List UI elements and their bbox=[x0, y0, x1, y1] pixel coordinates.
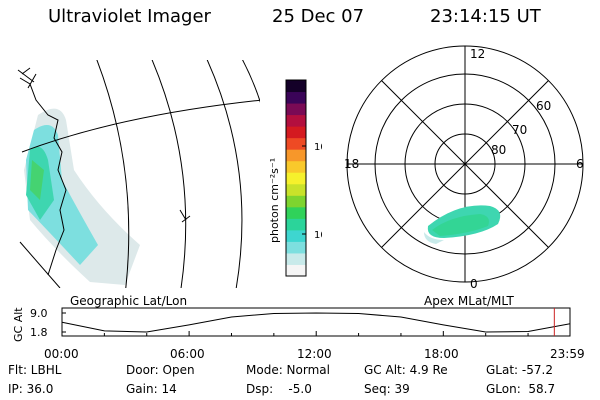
colorbar-swatch bbox=[286, 137, 306, 150]
filter-readout: Flt: LBHL bbox=[8, 363, 62, 377]
mlt-label-18: 18 bbox=[344, 157, 359, 171]
colorbar-tick-10: 10 bbox=[314, 230, 322, 241]
colorbar-swatch bbox=[286, 103, 306, 116]
polar-plot: 12 0 18 6 60 70 80 bbox=[344, 45, 584, 291]
panel-title-geographic: Geographic Lat/Lon bbox=[70, 294, 188, 308]
ip-readout: IP: 36.0 bbox=[8, 382, 54, 396]
time-tick-2359: 23:59 bbox=[550, 347, 585, 361]
time-tick-1800: 18:00 bbox=[424, 347, 459, 361]
colorbar-swatch bbox=[286, 206, 306, 219]
colorbar-swatch bbox=[286, 172, 306, 185]
colorbar-swatch bbox=[286, 252, 306, 265]
altitude-tick-min: 1.8 bbox=[30, 326, 48, 339]
colorbar-swatch bbox=[286, 160, 306, 173]
mlt-label-0: 0 bbox=[470, 277, 478, 291]
glon-readout: GLon: 58.7 bbox=[486, 382, 556, 396]
altitude-tick-max: 9.0 bbox=[30, 307, 48, 320]
grid-line bbox=[96, 60, 130, 288]
altitude-chart: GC Alt 9.0 1.8 00:00 06:00 12:00 18:00 2… bbox=[12, 307, 585, 361]
grid-line bbox=[19, 241, 61, 288]
grid-line bbox=[242, 60, 260, 103]
time-label: 23:14:15 UT bbox=[430, 6, 541, 27]
grid-line bbox=[206, 60, 243, 288]
altitude-axis-label: GC Alt bbox=[12, 307, 25, 342]
colorbar-scale bbox=[286, 80, 306, 277]
colorbar-swatch bbox=[286, 183, 306, 196]
glat-readout: GLat: -57.2 bbox=[486, 363, 553, 377]
grid-line bbox=[21, 99, 260, 153]
gain-readout: Gain: 14 bbox=[126, 382, 177, 396]
time-tick-0600: 06:00 bbox=[170, 347, 205, 361]
colorbar-swatch bbox=[286, 264, 306, 277]
mlt-label-6: 6 bbox=[576, 157, 584, 171]
mlat-label-80: 80 bbox=[491, 143, 506, 157]
gc-alt-readout: GC Alt: 4.9 Re bbox=[364, 363, 448, 377]
colorbar-swatch bbox=[286, 195, 306, 208]
colorbar-tick-100: 100 bbox=[314, 142, 322, 153]
colorbar-swatch bbox=[286, 149, 306, 162]
colorbar-swatch bbox=[286, 229, 306, 242]
colorbar-swatch bbox=[286, 126, 306, 139]
colorbar-label: photon cm⁻²s⁻¹ bbox=[268, 158, 281, 243]
panel-title-apex: Apex MLat/MLT bbox=[424, 294, 514, 308]
seq-readout: Seq: 39 bbox=[364, 382, 410, 396]
instrument-title: Ultraviolet Imager bbox=[48, 6, 211, 27]
dsp-readout: Dsp: -5.0 bbox=[246, 382, 312, 396]
door-readout: Door: Open bbox=[126, 363, 195, 377]
colorbar-swatch bbox=[286, 241, 306, 254]
altitude-curve bbox=[61, 312, 571, 333]
time-tick-1200: 12:00 bbox=[297, 347, 332, 361]
grid-line bbox=[151, 60, 187, 288]
mode-readout: Mode: Normal bbox=[246, 363, 330, 377]
time-tick-0000: 00:00 bbox=[44, 347, 79, 361]
mlt-label-12: 12 bbox=[470, 47, 485, 61]
colorbar-swatch bbox=[286, 80, 306, 93]
mlat-label-70: 70 bbox=[512, 123, 527, 137]
colorbar: 100 10 photon cm⁻²s⁻¹ bbox=[268, 79, 322, 277]
colorbar-swatch bbox=[286, 91, 306, 104]
date-label: 25 Dec 07 bbox=[272, 6, 365, 27]
geographic-image-panel bbox=[17, 60, 260, 288]
coastline bbox=[19, 77, 67, 276]
colorbar-swatch bbox=[286, 218, 306, 231]
colorbar-swatch bbox=[286, 114, 306, 127]
mlat-label-60: 60 bbox=[536, 99, 551, 113]
